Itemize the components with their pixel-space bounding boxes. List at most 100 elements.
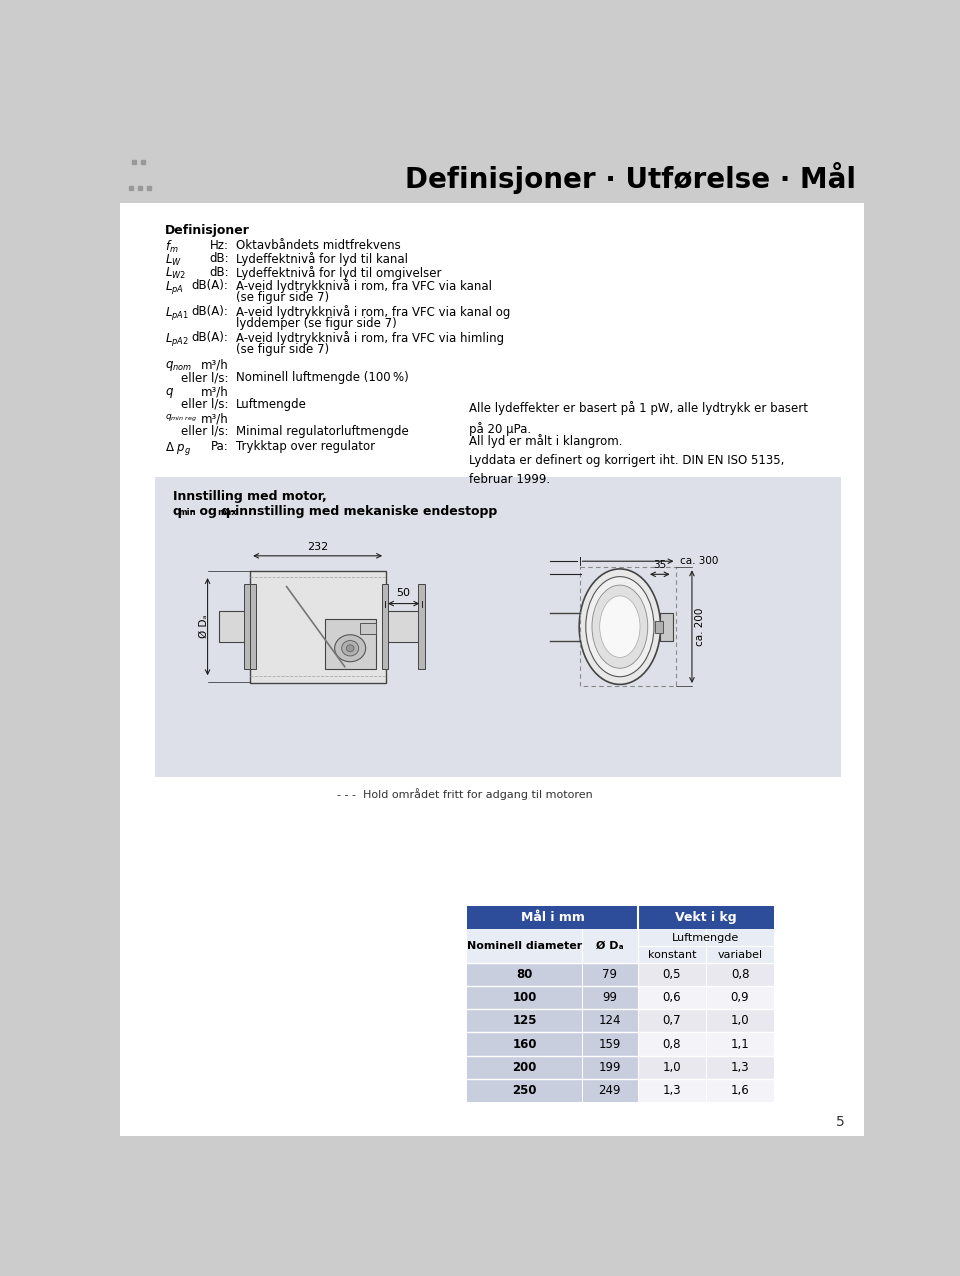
Text: Lydeffektnivå for lyd til omgivelser: Lydeffektnivå for lyd til omgivelser — [236, 265, 442, 279]
Bar — [155, 476, 841, 777]
Bar — [660, 612, 673, 641]
Text: 35: 35 — [653, 560, 666, 569]
Text: 159: 159 — [599, 1037, 621, 1050]
Text: dB(A):: dB(A): — [192, 305, 228, 318]
Bar — [637, 929, 774, 963]
Text: A-veid lydtrykknivå i rom, fra VFC via himling: A-veid lydtrykknivå i rom, fra VFC via h… — [236, 330, 504, 345]
Text: 199: 199 — [598, 1060, 621, 1073]
Text: All lyd er målt i klangrom.
Lyddata er definert og korrigert iht. DIN EN ISO 513: All lyd er målt i klangrom. Lyddata er d… — [468, 434, 784, 486]
Text: $f_m$: $f_m$ — [165, 240, 179, 255]
Text: m³/h: m³/h — [201, 359, 228, 371]
Text: Mål i mm: Mål i mm — [520, 911, 585, 924]
Text: 1,0: 1,0 — [662, 1060, 681, 1073]
Text: Pa:: Pa: — [211, 439, 228, 453]
Text: 125: 125 — [513, 1014, 537, 1027]
Text: -innstilling med mekaniske endestopp: -innstilling med mekaniske endestopp — [230, 505, 497, 518]
Bar — [580, 567, 677, 686]
Text: $\Delta\ p_g$: $\Delta\ p_g$ — [165, 439, 191, 457]
Bar — [251, 584, 256, 669]
Text: $q_{min\ reg}$: $q_{min\ reg}$ — [165, 412, 197, 424]
Bar — [468, 1009, 637, 1032]
Bar — [382, 584, 388, 669]
Text: Innstilling med motor,: Innstilling med motor, — [173, 490, 326, 503]
Text: $L_{pA}$: $L_{pA}$ — [165, 278, 183, 296]
Text: Definisjoner: Definisjoner — [165, 225, 250, 237]
Text: A-veid lydtrykknivå i rom, fra VFC via kanal og: A-veid lydtrykknivå i rom, fra VFC via k… — [236, 305, 511, 319]
Text: Luftmengde: Luftmengde — [672, 933, 739, 943]
Text: 1,3: 1,3 — [731, 1060, 750, 1073]
Text: 0,7: 0,7 — [662, 1014, 681, 1027]
Bar — [418, 584, 425, 669]
Text: ca. 300: ca. 300 — [680, 556, 718, 567]
Bar — [468, 986, 637, 1009]
Text: 0,8: 0,8 — [662, 1037, 681, 1050]
Text: 0,6: 0,6 — [662, 991, 681, 1004]
Text: $q_{nom}$: $q_{nom}$ — [165, 359, 192, 373]
Text: 99: 99 — [602, 991, 617, 1004]
Text: dB:: dB: — [209, 265, 228, 278]
Text: $L_{pA2}$: $L_{pA2}$ — [165, 330, 189, 348]
Bar — [637, 1055, 774, 1078]
Bar — [637, 1078, 774, 1101]
Text: 1,3: 1,3 — [662, 1083, 681, 1096]
Bar — [251, 572, 386, 683]
Text: Ø Dₐ: Ø Dₐ — [199, 615, 208, 638]
Text: 50: 50 — [396, 588, 411, 598]
Bar — [468, 963, 637, 986]
Text: konstant: konstant — [648, 949, 696, 960]
Bar — [325, 619, 375, 669]
Text: 100: 100 — [513, 991, 537, 1004]
Bar — [219, 611, 251, 642]
Text: 1,6: 1,6 — [731, 1083, 750, 1096]
Ellipse shape — [347, 644, 354, 652]
Text: ca. 200: ca. 200 — [695, 607, 705, 646]
Text: min: min — [179, 508, 196, 517]
Bar — [468, 1032, 637, 1055]
Text: eller l/s:: eller l/s: — [181, 425, 228, 438]
Ellipse shape — [579, 569, 660, 684]
Text: $q$: $q$ — [165, 385, 174, 399]
Text: - og q: - og q — [190, 505, 229, 518]
Text: Minimal regulatorluftmengde: Minimal regulatorluftmengde — [236, 425, 409, 438]
Ellipse shape — [335, 634, 366, 662]
Text: Vekt i kg: Vekt i kg — [675, 911, 736, 924]
Ellipse shape — [600, 596, 640, 657]
Text: 200: 200 — [513, 1060, 537, 1073]
Text: 1,0: 1,0 — [731, 1014, 750, 1027]
Text: q: q — [173, 505, 181, 518]
Text: 160: 160 — [513, 1037, 537, 1050]
Text: m³/h: m³/h — [201, 385, 228, 398]
Text: $L_W$: $L_W$ — [165, 253, 181, 268]
Text: eller l/s:: eller l/s: — [181, 371, 228, 384]
Ellipse shape — [586, 577, 654, 676]
Bar — [385, 611, 422, 642]
Bar — [637, 986, 774, 1009]
Bar — [637, 1032, 774, 1055]
Text: 79: 79 — [602, 968, 617, 981]
Text: Nominell luftmengde (100 %): Nominell luftmengde (100 %) — [236, 371, 409, 384]
Bar — [655, 620, 662, 633]
Bar — [468, 929, 582, 963]
Text: $L_{W2}$: $L_{W2}$ — [165, 265, 186, 281]
Text: variabel: variabel — [717, 949, 762, 960]
Text: Lydeffektnivå for lyd til kanal: Lydeffektnivå for lyd til kanal — [236, 253, 408, 267]
Text: max: max — [217, 508, 236, 517]
Text: 249: 249 — [598, 1083, 621, 1096]
Text: Definisjoner · Utførelse · Mål: Definisjoner · Utførelse · Mål — [405, 162, 856, 194]
Bar — [360, 623, 375, 634]
Text: lyddemper (se figur side 7): lyddemper (se figur side 7) — [236, 318, 397, 330]
Text: Nominell diameter: Nominell diameter — [467, 942, 582, 951]
Text: 0,9: 0,9 — [731, 991, 750, 1004]
Bar — [244, 584, 252, 669]
Text: A-veid lydtrykknivå i rom, fra VFC via kanal: A-veid lydtrykknivå i rom, fra VFC via k… — [236, 278, 492, 292]
Text: Trykktap over regulator: Trykktap over regulator — [236, 439, 375, 453]
Text: Alle lydeffekter er basert på 1 pW, alle lydtrykk er basert
på 20 μPa.: Alle lydeffekter er basert på 1 pW, alle… — [468, 401, 807, 435]
Text: 232: 232 — [307, 542, 328, 553]
Bar — [468, 1055, 637, 1078]
Text: (se figur side 7): (se figur side 7) — [236, 343, 329, 356]
Text: 250: 250 — [513, 1083, 537, 1096]
Text: dB(A):: dB(A): — [192, 330, 228, 345]
Text: 124: 124 — [598, 1014, 621, 1027]
Text: 0,5: 0,5 — [662, 968, 681, 981]
Text: Ø Dₐ: Ø Dₐ — [596, 942, 624, 951]
